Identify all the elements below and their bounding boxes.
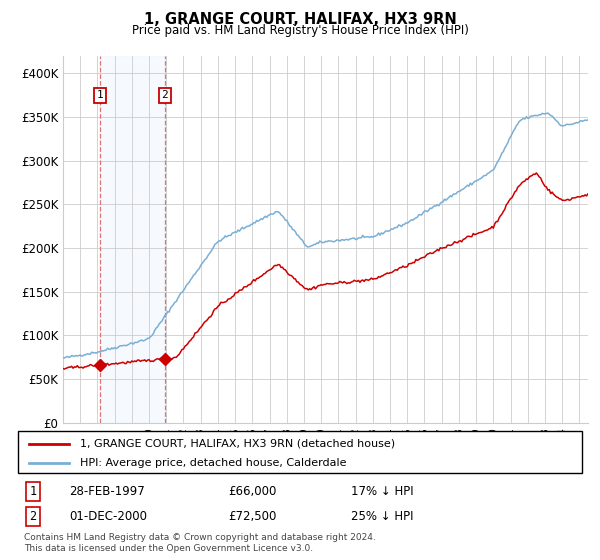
- Text: 2: 2: [29, 510, 37, 523]
- Text: 1: 1: [97, 90, 103, 100]
- Text: 1, GRANGE COURT, HALIFAX, HX3 9RN (detached house): 1, GRANGE COURT, HALIFAX, HX3 9RN (detac…: [80, 439, 395, 449]
- Text: This data is licensed under the Open Government Licence v3.0.: This data is licensed under the Open Gov…: [24, 544, 313, 553]
- Text: £72,500: £72,500: [228, 510, 277, 523]
- Text: 2: 2: [161, 90, 168, 100]
- Text: 1: 1: [29, 485, 37, 498]
- FancyBboxPatch shape: [18, 431, 582, 473]
- Text: 17% ↓ HPI: 17% ↓ HPI: [351, 485, 413, 498]
- Text: £66,000: £66,000: [228, 485, 277, 498]
- Text: 28-FEB-1997: 28-FEB-1997: [69, 485, 145, 498]
- Text: 1, GRANGE COURT, HALIFAX, HX3 9RN: 1, GRANGE COURT, HALIFAX, HX3 9RN: [143, 12, 457, 27]
- Text: HPI: Average price, detached house, Calderdale: HPI: Average price, detached house, Cald…: [80, 458, 347, 468]
- Text: Price paid vs. HM Land Registry's House Price Index (HPI): Price paid vs. HM Land Registry's House …: [131, 24, 469, 36]
- Bar: [100, 56, 165, 423]
- Text: 01-DEC-2000: 01-DEC-2000: [69, 510, 147, 523]
- Text: Contains HM Land Registry data © Crown copyright and database right 2024.: Contains HM Land Registry data © Crown c…: [24, 533, 376, 542]
- Text: 25% ↓ HPI: 25% ↓ HPI: [351, 510, 413, 523]
